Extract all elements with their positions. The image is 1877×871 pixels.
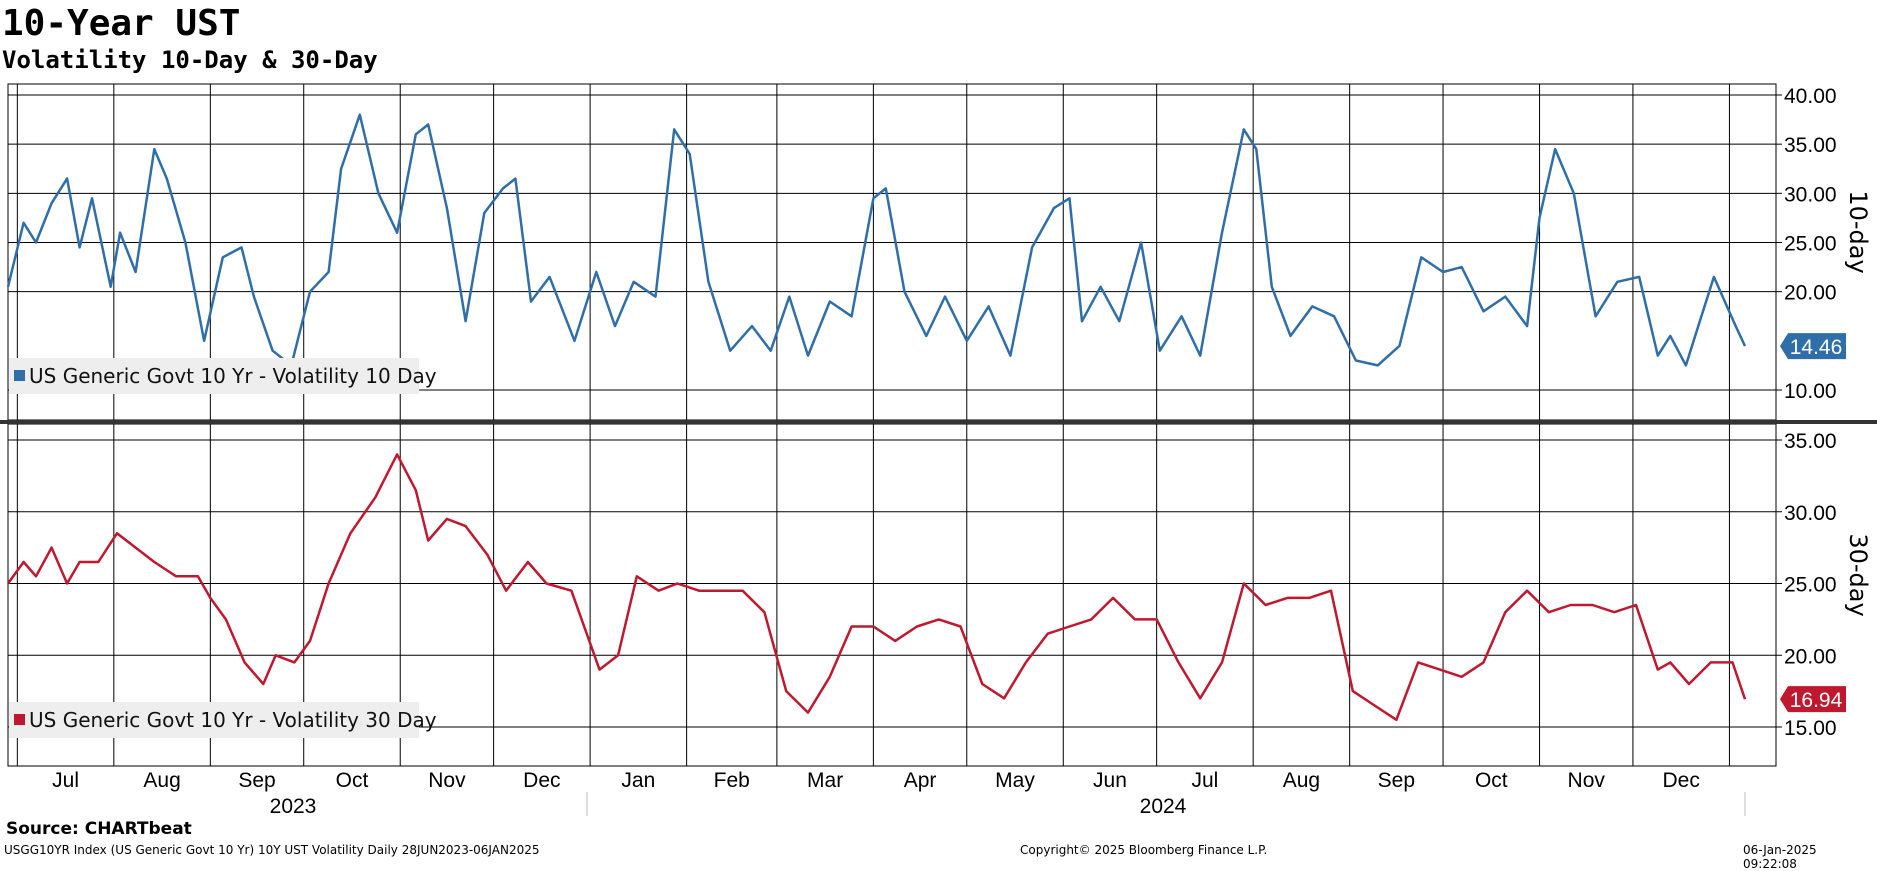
y-tick-label: 15.00 (1784, 717, 1837, 740)
footer-index-info: USGG10YR Index (US Generic Govt 10 Yr) 1… (4, 843, 540, 857)
y-tick-label: 25.00 (1784, 233, 1837, 256)
y-tick-label: 35.00 (1784, 430, 1837, 453)
x-tick-label: Jan (621, 769, 655, 792)
y-tick-label: 30.00 (1784, 183, 1837, 206)
x-tick-label: Nov (428, 769, 466, 792)
y-tick-label: 10.00 (1784, 380, 1837, 403)
last-value-text-10d: 14.46 (1790, 336, 1843, 359)
legend-swatch-10d (14, 370, 25, 381)
x-axis: Jul Aug Sep Oct Nov Dec Jan Feb Mar Apr May Jun Jul A… (0, 420, 1877, 818)
source-label: Source: CHARTbeat (6, 819, 192, 839)
y-tick-label: 20.00 (1784, 282, 1837, 305)
x-tick-label: Oct (336, 769, 369, 792)
last-value-badge-30d (1780, 686, 1846, 713)
legend-box-30d (9, 702, 419, 738)
footer-copyright: Copyright© 2025 Bloomberg Finance L.P. (1020, 843, 1268, 857)
last-value-text-30d: 16.94 (1790, 689, 1843, 712)
series-line-10d (6, 113, 1747, 367)
x-tick-label: Dec (1663, 769, 1700, 792)
y-tick-label: 25.00 (1784, 574, 1837, 597)
panel-10day: 40.00 35.00 30.00 25.00 20.00 10.00 US Generic… (6, 83, 1872, 421)
panel-30day: 35.00 30.00 25.00 20.00 15.00 US Generic Govt… (6, 423, 1872, 767)
chart-title: 10-Year UST (2, 3, 241, 44)
legend-box-10d (9, 358, 419, 394)
chart-subtitle: Volatility 10-Day & 30-Day (2, 46, 378, 74)
x-tick-label: Dec (523, 769, 560, 792)
y-tick-label: 40.00 (1784, 85, 1837, 108)
legend-swatch-30d (14, 714, 25, 725)
x-tick-label: Sep (1378, 769, 1415, 792)
x-tick-label: Oct (1475, 769, 1508, 792)
x-tick-label: Sep (238, 769, 275, 792)
x-tick-label: Feb (714, 769, 750, 792)
y-tick-label: 35.00 (1784, 134, 1837, 157)
x-year-label: 2023 (270, 795, 317, 818)
footer-timestamp: 06-Jan-2025 09:22:08 (1743, 843, 1817, 871)
last-value-badge-10d (1780, 333, 1846, 360)
x-tick-label: Jul (1191, 769, 1218, 792)
y-tick-label: 30.00 (1784, 502, 1837, 525)
x-tick-label: Aug (143, 769, 180, 792)
legend-label-30d: US Generic Govt 10 Yr - Volatility 30 Da… (29, 708, 437, 732)
x-tick-label: Apr (904, 769, 937, 792)
series-line-30d (6, 453, 1747, 722)
x-tick-label: Jul (52, 769, 79, 792)
y-axis-title-10d: 10-day (1844, 190, 1872, 273)
y-tick-label: 20.00 (1784, 645, 1837, 668)
x-year-label: 2024 (1140, 795, 1187, 818)
y-axis-title-30d: 30-day (1844, 533, 1872, 616)
x-tick-label: Aug (1283, 769, 1320, 792)
x-tick-label: May (995, 769, 1035, 792)
x-tick-label: Nov (1568, 769, 1606, 792)
x-tick-label: Mar (807, 769, 843, 792)
legend-label-10d: US Generic Govt 10 Yr - Volatility 10 Da… (29, 364, 437, 388)
x-tick-label: Jun (1093, 769, 1127, 792)
